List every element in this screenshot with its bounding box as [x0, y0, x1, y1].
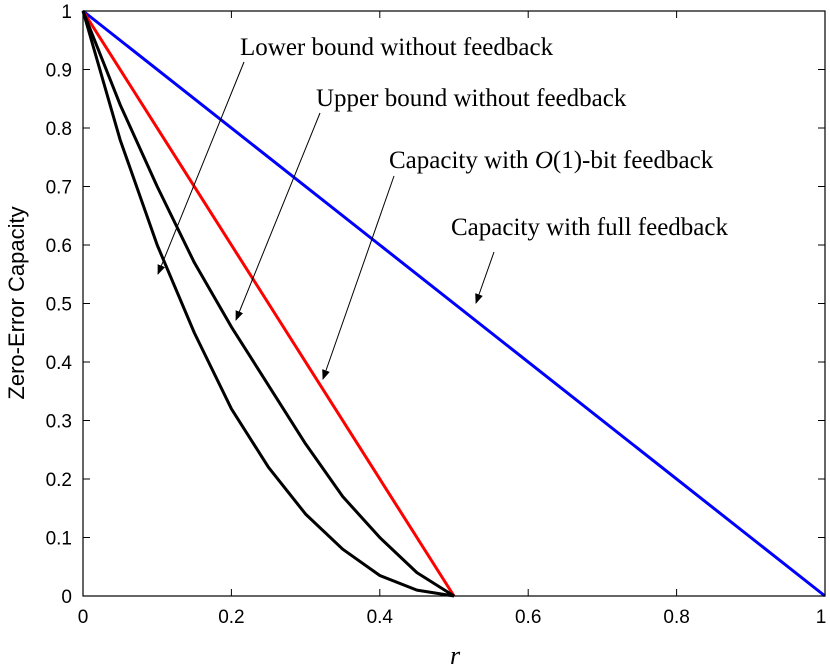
- x-tick-label: 0.8: [663, 607, 689, 628]
- x-tick-label: 0.6: [515, 607, 541, 628]
- annotations: Lower bound without feedback Upper bound…: [157, 34, 728, 380]
- annotation-o1-math-rest: (1): [553, 147, 582, 174]
- annotation-o1-prefix: Capacity with: [389, 147, 535, 174]
- annotation-upper-bound-arrow: [235, 112, 321, 321]
- series-layer: [81, 9, 826, 598]
- annotation-full-feedback: Capacity with full feedback: [451, 214, 728, 241]
- y-tick-labels: 0 0.1 0.2 0.3 0.4 0.5 0.6 0.7 0.8 0.9 1: [46, 2, 73, 608]
- x-axis-label: r: [450, 641, 461, 666]
- y-tick-label: 0.5: [46, 295, 72, 316]
- series-upper-bound-line: [81, 10, 455, 598]
- annotation-o1-feedback: Capacity with O(1)-bit feedback: [389, 147, 714, 174]
- annotation-lower-bound-arrow: [157, 61, 245, 275]
- y-axis-label: Zero-Error Capacity: [4, 206, 29, 399]
- y-tick-label: 0.1: [46, 529, 72, 550]
- y-tick-label: 0.7: [46, 178, 72, 199]
- annotation-full-feedback-arrow: [475, 251, 495, 304]
- x-tick-label: 0.2: [218, 607, 244, 628]
- x-tick-label: 0.4: [367, 607, 394, 628]
- annotation-lower-bound: Lower bound without feedback: [240, 34, 554, 61]
- y-tick-label: 0.2: [46, 470, 72, 491]
- y-tick-label: 0.3: [46, 412, 72, 433]
- annotation-o1-feedback-arrow: [322, 175, 395, 380]
- y-tick-label: 0.4: [46, 353, 73, 374]
- x-tick-label: 1: [816, 607, 827, 628]
- series-full-feedback-line: [82, 9, 826, 598]
- y-tick-label: 1: [61, 2, 72, 23]
- annotation-o1-math: O: [535, 147, 553, 174]
- y-tick-label: 0.8: [46, 119, 72, 140]
- annotation-upper-bound: Upper bound without feedback: [316, 85, 627, 112]
- plot-area-frame: [82, 10, 826, 597]
- series-o1-feedback-line: [81, 10, 456, 597]
- annotation-o1-suffix: -bit feedback: [582, 147, 714, 174]
- series-lower-bound-line: [81, 10, 455, 598]
- x-tick-labels: 0 0.2 0.4 0.6 0.8 1: [78, 607, 827, 628]
- x-tick-label: 0: [78, 607, 89, 628]
- y-tick-label: 0: [61, 587, 72, 608]
- y-tick-label: 0.6: [46, 236, 72, 257]
- y-tick-label: 0.9: [46, 61, 72, 82]
